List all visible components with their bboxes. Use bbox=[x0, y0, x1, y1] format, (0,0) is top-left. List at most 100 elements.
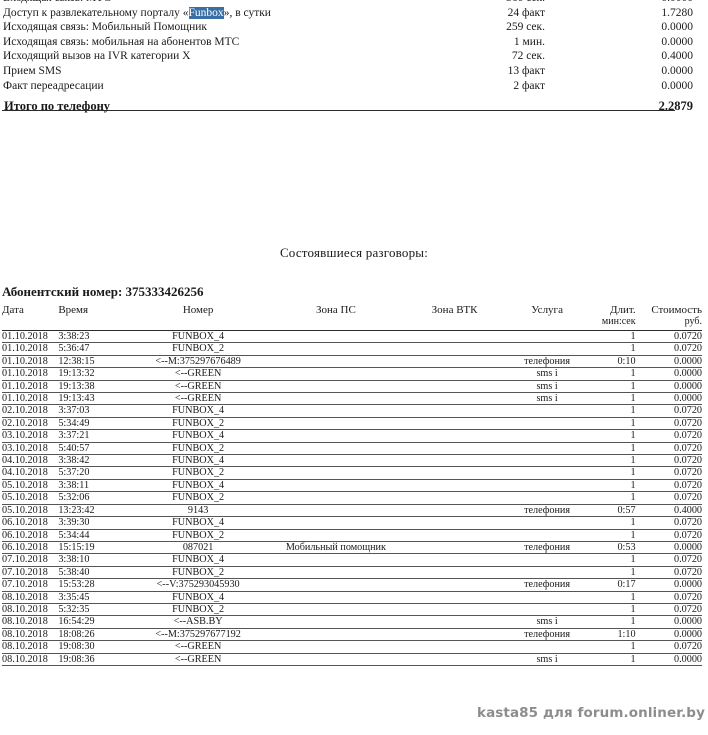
call-service: sms i bbox=[536, 393, 558, 405]
call-service: sms i bbox=[536, 653, 558, 665]
call-cost: 0.0720 bbox=[673, 430, 702, 442]
call-service bbox=[507, 517, 587, 529]
call-time: 5:32:06 bbox=[58, 492, 90, 504]
summary-service-name: Исходящая связь: мобильная на абонентов … bbox=[3, 35, 240, 48]
call-zone-ps bbox=[270, 529, 403, 541]
table-row: 06.10.2018 5:34:44 FUNBOX_2 1 0.0720 bbox=[2, 529, 702, 542]
call-number: FUNBOX_4 bbox=[172, 517, 225, 529]
call-zone-ps bbox=[270, 405, 403, 417]
summary-row: Прием SMS 13 факт 0.0000 bbox=[3, 65, 693, 80]
call-date: 02.10.2018 bbox=[2, 405, 48, 417]
column-header-zone-vtk-sub bbox=[402, 316, 507, 331]
call-date: 03.10.2018 bbox=[2, 430, 48, 442]
call-service: телефония bbox=[524, 355, 571, 367]
summary-cost: 0.0000 bbox=[545, 0, 693, 7]
call-cost: 0.0000 bbox=[673, 616, 702, 628]
completed-calls-title: Состоявшиеся разговоры: bbox=[279, 245, 429, 260]
column-header-service-sub bbox=[507, 316, 587, 331]
call-service: sms i bbox=[536, 368, 558, 380]
call-zone-ps bbox=[270, 355, 403, 367]
table-row: 06.10.2018 3:39:30 FUNBOX_4 1 0.0720 bbox=[2, 517, 702, 529]
call-cost: 0.0000 bbox=[673, 579, 702, 591]
column-header-duration: Длит. bbox=[609, 304, 636, 316]
call-cost: 0.0720 bbox=[673, 417, 702, 429]
summary-row: Входящая связь: МТС360 сек.0.0000 bbox=[3, 0, 693, 7]
table-row: 06.10.2018 15:15:19 087021 Мобильный помощн… bbox=[2, 541, 702, 554]
call-cost: 0.0720 bbox=[673, 591, 702, 603]
column-header-number-sub bbox=[127, 316, 270, 331]
call-cost: 0.0000 bbox=[673, 380, 702, 392]
call-duration: 1 bbox=[630, 517, 636, 529]
call-cost: 0.0000 bbox=[673, 541, 702, 553]
table-row: 07.10.2018 15:53:28 <--V:375293045930 телеф… bbox=[2, 579, 702, 592]
call-number: FUNBOX_2 bbox=[172, 343, 225, 355]
call-zone-vtk bbox=[402, 641, 507, 653]
call-time: 5:36:47 bbox=[58, 343, 90, 355]
table-row: 08.10.2018 5:32:35 FUNBOX_2 1 0.0720 bbox=[2, 603, 702, 616]
call-service bbox=[507, 529, 587, 541]
column-header-cost: Стоимость bbox=[651, 304, 702, 316]
call-number: FUNBOX_4 bbox=[172, 554, 225, 566]
call-date: 08.10.2018 bbox=[2, 616, 48, 628]
call-zone-vtk bbox=[402, 579, 507, 591]
call-duration: 0:53 bbox=[617, 541, 636, 553]
call-cost: 0.0720 bbox=[673, 566, 702, 578]
summary-total-label: Итого по телефону bbox=[4, 99, 111, 114]
call-duration: 1 bbox=[630, 641, 636, 653]
call-zone-vtk bbox=[402, 517, 507, 529]
call-zone-vtk bbox=[402, 442, 507, 454]
call-zone-ps bbox=[270, 641, 403, 653]
summary-quantity: 24 факт bbox=[507, 6, 545, 19]
column-header-service: Услуга bbox=[531, 304, 563, 316]
call-cost: 0.0720 bbox=[673, 529, 702, 541]
call-number: FUNBOX_2 bbox=[172, 603, 225, 615]
call-cost: 0.0000 bbox=[673, 355, 702, 367]
call-zone-vtk bbox=[402, 554, 507, 566]
call-zone-vtk bbox=[402, 467, 507, 479]
call-date: 02.10.2018 bbox=[2, 417, 48, 429]
call-service bbox=[507, 343, 587, 355]
table-row: 08.10.2018 16:54:29 <--ASB.BY sms i 1 0.0000 bbox=[2, 616, 702, 629]
table-row: 01.10.2018 3:38:23 FUNBOX_4 1 0.0720 bbox=[2, 331, 702, 343]
call-duration: 1 bbox=[630, 442, 636, 454]
call-number: FUNBOX_4 bbox=[172, 479, 225, 491]
table-row: 05.10.2018 5:32:06 FUNBOX_2 1 0.0720 bbox=[2, 492, 702, 505]
call-cost: 0.0000 bbox=[673, 393, 702, 405]
call-time: 15:53:28 bbox=[58, 579, 95, 591]
call-zone-ps bbox=[270, 331, 403, 343]
summary-row: Исходящий вызов на IVR категории X 72 сек… bbox=[3, 50, 693, 65]
call-cost: 0.0720 bbox=[673, 517, 702, 529]
call-zone-ps bbox=[270, 566, 403, 578]
call-zone-vtk bbox=[402, 628, 507, 640]
call-time: 19:08:36 bbox=[58, 653, 95, 665]
call-zone-ps bbox=[270, 442, 403, 454]
table-row: 02.10.2018 3:37:03 FUNBOX_4 1 0.0720 bbox=[2, 405, 702, 418]
summary-service-name: Доступ к развлекательному порталу «Funbo… bbox=[3, 6, 271, 19]
call-duration: 1 bbox=[630, 417, 636, 429]
call-time: 5:34:44 bbox=[58, 529, 90, 541]
call-service bbox=[507, 591, 587, 603]
call-date: 01.10.2018 bbox=[2, 343, 48, 355]
call-service bbox=[507, 331, 587, 343]
call-cost: 0.4000 bbox=[673, 504, 702, 516]
call-service bbox=[507, 467, 587, 479]
call-time: 19:13:43 bbox=[58, 393, 95, 405]
call-date: 08.10.2018 bbox=[2, 653, 48, 665]
table-row: 03.10.2018 5:40:57 FUNBOX_2 1 0.0720 bbox=[2, 442, 702, 455]
column-header-zone-ps: Зона ПС bbox=[315, 304, 356, 316]
call-duration: 1 bbox=[630, 554, 636, 566]
call-cost: 0.0720 bbox=[673, 331, 702, 342]
column-header-time-sub bbox=[58, 316, 126, 331]
call-cost: 0.0720 bbox=[673, 554, 702, 566]
call-number: <--M:375297677192 bbox=[155, 628, 241, 640]
call-duration: 0:57 bbox=[617, 504, 636, 516]
call-duration: 1 bbox=[630, 492, 636, 504]
call-duration: 1 bbox=[630, 331, 636, 342]
call-time: 5:37:20 bbox=[58, 467, 90, 479]
summary-quantity: 259 сек. bbox=[506, 21, 545, 34]
table-row: 04.10.2018 3:38:42 FUNBOX_4 1 0.0720 bbox=[2, 455, 702, 467]
call-time: 3:38:23 bbox=[58, 331, 90, 342]
call-zone-vtk bbox=[402, 603, 507, 615]
call-duration: 0:10 bbox=[617, 355, 636, 367]
call-time: 3:38:11 bbox=[58, 479, 90, 491]
